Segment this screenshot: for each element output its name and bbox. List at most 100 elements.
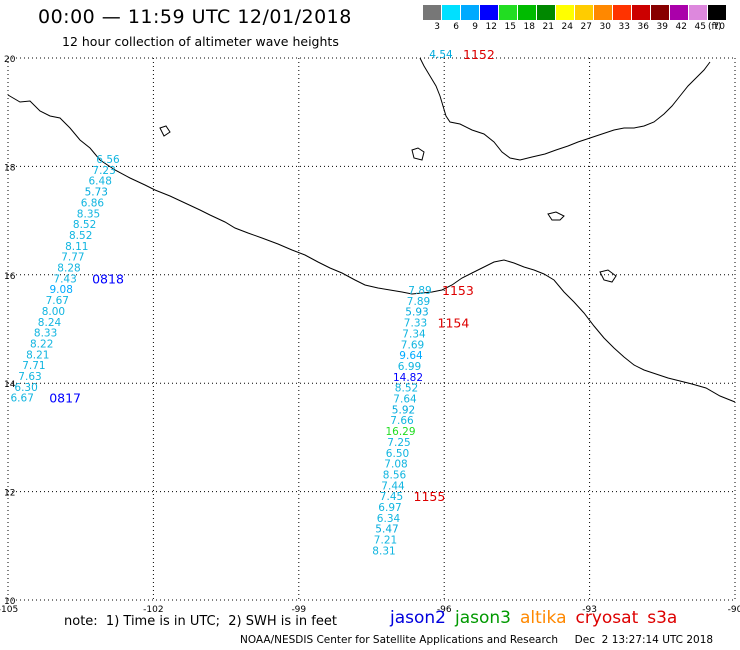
scale-label: 39 (656, 22, 668, 32)
scale-swatch (708, 5, 727, 20)
coastline-island (411, 147, 425, 161)
wave-height-value: 8.52 (73, 219, 96, 231)
scale-swatch (423, 5, 442, 20)
scale-label: 24 (561, 22, 573, 32)
wave-height-value: 7.23 (92, 165, 115, 177)
wave-height-value: 8.35 (77, 208, 100, 220)
wave-height-value: 8.24 (38, 317, 62, 329)
scale-step: 30 (594, 5, 613, 35)
wave-height-value: 6.56 (96, 154, 120, 166)
wave-height-value: 9.08 (50, 284, 73, 296)
scale-step: 15 (499, 5, 518, 35)
track-cryosat: 7.897.895.937.337.347.699.646.9914.828.5… (372, 283, 474, 557)
scale-unit: (ft) (708, 22, 722, 32)
scale-swatch (461, 5, 480, 20)
scale-swatch (594, 5, 613, 20)
wave-height-value: 6.48 (89, 176, 112, 188)
wave-height-value: 5.47 (375, 524, 398, 536)
wave-height-value: 4.54 (429, 49, 453, 61)
scale-label: 18 (523, 22, 535, 32)
wave-height-value: 7.66 (390, 415, 414, 427)
scale-swatch (575, 5, 594, 20)
wave-height-value: 7.44 (381, 480, 405, 492)
scale-swatch (537, 5, 556, 20)
wave-height-value: 8.52 (69, 230, 92, 242)
scale-step: 9 (461, 5, 480, 35)
lat-label: 20 (4, 55, 16, 65)
wave-height-value: 8.52 (395, 383, 418, 395)
wave-height-value: 6.97 (378, 502, 401, 514)
coastline-pacific (7, 94, 736, 403)
scale-label: 15 (504, 22, 516, 32)
altimeter-tracks: 6.567.236.485.736.868.358.528.528.117.77… (11, 47, 495, 557)
wave-height-value: 8.22 (30, 338, 53, 350)
lon-label: -93 (582, 605, 597, 615)
lat-label: 16 (4, 272, 16, 282)
wave-height-value: 7.67 (46, 295, 69, 307)
wave-height-value: 8.21 (26, 349, 49, 361)
wave-height-value: 6.99 (398, 361, 421, 373)
wave-height-value: 8.33 (34, 328, 57, 340)
scale-swatch (480, 5, 499, 20)
scale-label: 42 (675, 22, 687, 32)
wave-height-value: 6.50 (386, 448, 409, 460)
lon-label: -105 (0, 605, 18, 615)
scale-swatch (689, 5, 708, 20)
scale-swatch (613, 5, 632, 20)
scale-label: 27 (580, 22, 592, 32)
scale-swatch (651, 5, 670, 20)
wave-height-value: 8.56 (383, 469, 407, 481)
legend-item-jason2: jason2 (390, 608, 446, 628)
scale-label: 6 (453, 22, 459, 32)
lon-label: -99 (291, 605, 306, 615)
scale-label: 70 (713, 22, 725, 32)
page-subtitle: 12 hour collection of altimeter wave hei… (62, 34, 339, 49)
scale-step: 3 (423, 5, 442, 35)
lat-label: 12 (4, 489, 15, 499)
wave-height-value: 9.64 (399, 350, 423, 362)
track-jason2: 6.567.236.485.736.868.358.528.528.117.77… (11, 154, 124, 406)
wave-height-value: 5.93 (405, 307, 428, 319)
scale-step: 36 (632, 5, 651, 35)
wave-height-value: 8.31 (372, 545, 395, 557)
scale-step: 12 (480, 5, 499, 35)
wave-height-value: 7.64 (393, 394, 417, 406)
wave-height-value: 7.89 (408, 285, 431, 297)
lon-label: -90 (728, 605, 740, 615)
scale-step: 18 (518, 5, 537, 35)
coastline-island (159, 125, 171, 137)
scale-label: 12 (485, 22, 497, 32)
map-grid (7, 57, 736, 601)
page-title: 00:00 — 11:59 UTC 12/01/2018 (38, 6, 352, 28)
pass-time-label: 0818 (92, 271, 124, 286)
wave-height-value: 6.34 (377, 513, 401, 525)
pass-time-label: 1153 (442, 283, 474, 298)
scale-step: 27 (575, 5, 594, 35)
track-cryosat: 4.54 1152 (429, 47, 495, 62)
wave-height-value: 7.71 (22, 360, 45, 372)
wave-height-value: 7.69 (401, 339, 424, 351)
color-scale: 3 6 9 12 15 18 21 24 27 30 33 36 39 42 45 70 (423, 5, 727, 35)
lon-label: -102 (143, 605, 163, 615)
wave-height-value: 7.43 (53, 273, 76, 285)
legend-item-altika: altika (520, 608, 567, 628)
lat-label: 18 (4, 163, 16, 173)
wave-height-value: 8.28 (57, 263, 80, 275)
scale-swatch (632, 5, 651, 20)
scale-step: 70 (708, 5, 727, 35)
wave-height-value: 6.86 (81, 197, 105, 209)
wave-height-value: 7.45 (380, 491, 403, 503)
pass-time-label: 1154 (438, 316, 470, 331)
pass-time-label: 0817 (49, 391, 81, 406)
wave-height-value: 5.92 (392, 404, 415, 416)
legend-item-s3a: s3a (647, 608, 678, 628)
pass-time-label: 1155 (414, 489, 446, 504)
scale-step: 42 (670, 5, 689, 35)
scale-swatch (518, 5, 537, 20)
legend-item-cryosat: cryosat (575, 608, 639, 628)
scale-step: 24 (556, 5, 575, 35)
scale-swatch (670, 5, 689, 20)
wave-height-value: 7.89 (407, 296, 430, 308)
lon-label: -96 (437, 605, 452, 615)
